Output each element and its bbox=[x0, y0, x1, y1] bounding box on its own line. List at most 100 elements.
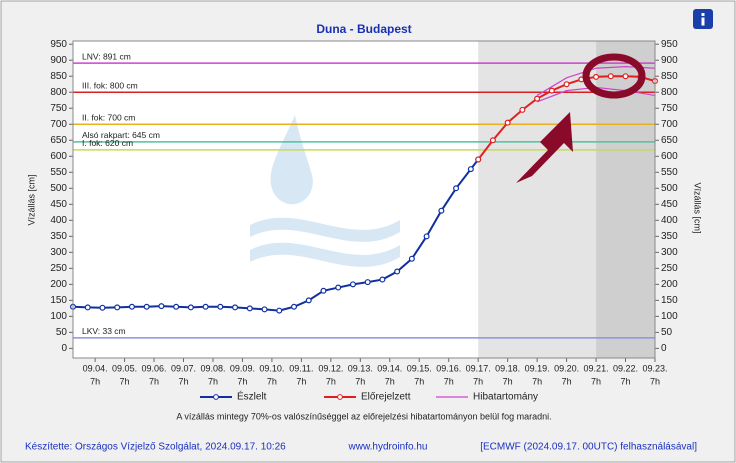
y-tick-label: 550 bbox=[50, 167, 67, 178]
series-marker bbox=[379, 276, 386, 283]
x-tick-hour: 7h bbox=[473, 376, 483, 386]
series-marker bbox=[84, 304, 91, 311]
y2-tick-label: 800 bbox=[661, 87, 678, 98]
reference-label: LNV: 891 cm bbox=[82, 51, 131, 61]
x-tick-hour: 7h bbox=[562, 376, 572, 386]
x-tick-label: 09.06. bbox=[142, 363, 167, 373]
x-tick-hour: 7h bbox=[503, 376, 513, 386]
series-marker bbox=[475, 156, 482, 163]
series-marker bbox=[187, 304, 194, 311]
x-tick-hour: 7h bbox=[149, 376, 159, 386]
y2-tick-label: 150 bbox=[661, 295, 678, 306]
series-marker bbox=[128, 303, 135, 310]
x-tick-label: 09.05. bbox=[112, 363, 137, 373]
series-marker bbox=[232, 304, 239, 311]
series-marker bbox=[246, 305, 253, 312]
x-tick-hour: 7h bbox=[355, 376, 365, 386]
watermark-wave bbox=[250, 217, 400, 242]
y2-tick-label: 400 bbox=[661, 215, 678, 226]
x-tick-hour: 7h bbox=[650, 376, 660, 386]
y-tick-label: 950 bbox=[50, 39, 67, 50]
y2-tick-label: 50 bbox=[661, 327, 673, 338]
x-tick-hour: 7h bbox=[326, 376, 336, 386]
y2-tick-label: 650 bbox=[661, 135, 678, 146]
x-tick-hour: 7h bbox=[237, 376, 247, 386]
y-tick-label: 450 bbox=[50, 199, 67, 210]
y-tick-label: 600 bbox=[50, 151, 67, 162]
legend-marker bbox=[337, 394, 343, 400]
y2-tick-label: 750 bbox=[661, 103, 678, 114]
forecast-shade bbox=[478, 41, 597, 358]
series-marker bbox=[563, 81, 570, 88]
x-tick-hour: 7h bbox=[120, 376, 130, 386]
series-marker bbox=[143, 303, 150, 310]
x-tick-hour: 7h bbox=[591, 376, 601, 386]
x-tick-hour: 7h bbox=[621, 376, 631, 386]
y2-tick-label: 350 bbox=[661, 231, 678, 242]
x-tick-label: 09.07. bbox=[171, 363, 196, 373]
x-tick-label: 09.15. bbox=[407, 363, 432, 373]
legend-label: Észlelt bbox=[237, 390, 267, 403]
footer-left: Készítette: Országos Vízjelző Szolgálat,… bbox=[25, 442, 286, 453]
y-tick-label: 100 bbox=[50, 311, 67, 322]
series-marker bbox=[261, 306, 268, 313]
watermark bbox=[250, 115, 400, 267]
y2-tick-label: 700 bbox=[661, 119, 678, 130]
x-tick-label: 09.18. bbox=[495, 363, 520, 373]
series-marker bbox=[364, 279, 371, 286]
x-tick-hour: 7h bbox=[178, 376, 188, 386]
series-marker bbox=[519, 106, 526, 113]
x-tick-hour: 7h bbox=[532, 376, 542, 386]
y2-tick-label: 200 bbox=[661, 279, 678, 290]
y-tick-label: 50 bbox=[56, 327, 68, 338]
series-marker bbox=[534, 95, 541, 102]
x-tick-label: 09.23. bbox=[642, 363, 667, 373]
x-tick-hour: 7h bbox=[414, 376, 424, 386]
legend-label: Hibatartomány bbox=[473, 392, 538, 403]
series-marker bbox=[217, 303, 224, 310]
y-tick-label: 900 bbox=[50, 55, 67, 66]
reference-label: I. fok: 620 cm bbox=[82, 138, 133, 148]
chart-title: Duna - Budapest bbox=[316, 22, 411, 36]
y-tick-label: 150 bbox=[50, 295, 67, 306]
y2-tick-label: 850 bbox=[661, 71, 678, 82]
x-tick-label: 09.14. bbox=[377, 363, 402, 373]
series-marker bbox=[438, 207, 445, 214]
series-marker bbox=[276, 307, 283, 314]
y-axis-label: Vízállás [cm] bbox=[26, 174, 36, 225]
series-marker bbox=[305, 297, 312, 304]
x-tick-label: 09.21. bbox=[584, 363, 609, 373]
series-marker bbox=[291, 303, 298, 310]
info-icon[interactable] bbox=[693, 9, 713, 29]
y2-tick-label: 900 bbox=[661, 55, 678, 66]
y-tick-label: 700 bbox=[50, 119, 67, 130]
y-tick-label: 850 bbox=[50, 71, 67, 82]
reference-label: III. fok: 800 cm bbox=[82, 80, 138, 90]
y2-tick-label: 500 bbox=[661, 183, 678, 194]
y-tick-label: 500 bbox=[50, 183, 67, 194]
reference-label: Alsó rakpart: 645 cm bbox=[82, 130, 160, 140]
y-tick-label: 350 bbox=[50, 231, 67, 242]
x-tick-label: 09.17. bbox=[466, 363, 491, 373]
y-tick-label: 750 bbox=[50, 103, 67, 114]
x-tick-hour: 7h bbox=[267, 376, 277, 386]
series-marker bbox=[394, 268, 401, 275]
x-tick-hour: 7h bbox=[208, 376, 218, 386]
x-tick-label: 09.22. bbox=[613, 363, 638, 373]
series-marker bbox=[548, 87, 555, 94]
series-marker bbox=[607, 73, 614, 80]
reference-label: LKV: 33 cm bbox=[82, 326, 126, 336]
y-tick-label: 250 bbox=[50, 263, 67, 274]
x-tick-hour: 7h bbox=[444, 376, 454, 386]
y2-tick-label: 0 bbox=[661, 343, 667, 354]
x-tick-label: 09.16. bbox=[436, 363, 461, 373]
note: A vízállás mintegy 70%-os valószínűségge… bbox=[176, 411, 551, 421]
y-tick-label: 0 bbox=[61, 343, 67, 354]
series-marker bbox=[202, 303, 209, 310]
y2-tick-label: 550 bbox=[661, 167, 678, 178]
annotation-circle bbox=[582, 53, 646, 99]
legend-marker bbox=[213, 394, 219, 400]
x-tick-label: 09.08. bbox=[200, 363, 225, 373]
x-tick-hour: 7h bbox=[385, 376, 395, 386]
series-marker bbox=[423, 233, 430, 240]
